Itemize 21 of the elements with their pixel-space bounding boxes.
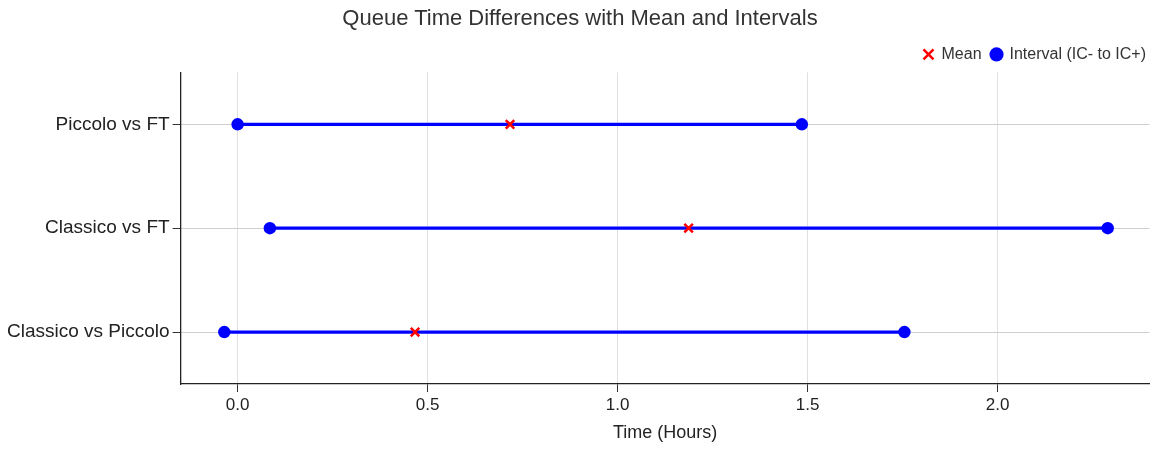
x-tick-label: 0.5 xyxy=(415,394,440,414)
y-tick-label: Classico vs Piccolo xyxy=(6,320,170,342)
point xyxy=(1101,221,1114,235)
legend-label: Interval (IC- to IC+) xyxy=(1009,44,1147,62)
point xyxy=(795,118,809,131)
x-axis-title: Time (Hours) xyxy=(612,422,718,443)
point xyxy=(218,325,231,339)
point xyxy=(683,222,695,234)
x-tick-label: 1.0 xyxy=(605,394,630,414)
x-tick-label: 1.5 xyxy=(795,394,820,414)
legend-label: Mean xyxy=(941,44,982,62)
point xyxy=(898,325,911,339)
x-tick-label: 0.0 xyxy=(225,394,250,414)
point xyxy=(409,326,421,338)
point xyxy=(231,118,244,131)
point xyxy=(504,118,516,130)
x-tick-label: 2.0 xyxy=(985,394,1010,414)
y-tick-label: Classico vs FT xyxy=(45,216,170,238)
chart-title: Queue Time Differences with Mean and Intervals xyxy=(342,5,818,31)
point xyxy=(263,221,277,235)
y-tick-label: Piccolo vs FT xyxy=(55,112,170,134)
